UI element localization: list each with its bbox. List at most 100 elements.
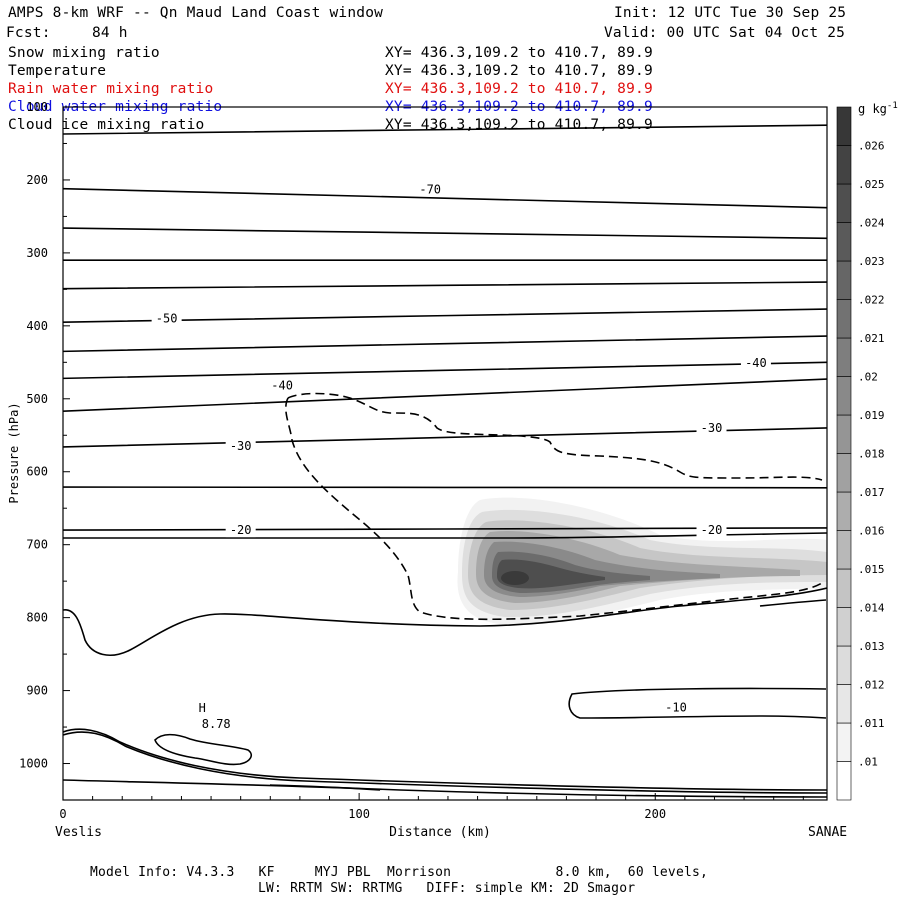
colorbar-tick-label: .026 [858,140,885,153]
contour-label: -70 [419,182,441,196]
y-tick-label: 500 [26,392,48,406]
contour-label: -10 [665,700,687,714]
y-tick-label: 700 [26,538,48,552]
contour-labels: -70 -50 -40 -40 -30 -30 -20 -20 -10 [151,181,771,715]
colorbar-bin [836,530,852,570]
y-tick-label: 400 [26,319,48,333]
snow-mixing-ratio-shading [457,497,827,625]
contour-label: -30 [701,421,723,435]
contour-label: -20 [701,523,723,537]
colorbar-bin [836,299,852,339]
model-info: Model Info: V4.3.3 KF MYJ PBL Morrison 8… [90,865,709,880]
pressure-extremum: H 8.78 [199,701,231,731]
colorbar-bin [836,453,852,493]
contour-label-bg [267,377,298,393]
contour-label-bg [740,355,771,371]
isotherm-line [63,187,827,209]
colorbar-bin [836,761,852,801]
colorbar-tick-label: .015 [858,563,885,576]
colorbar-bin [836,222,852,262]
field-name: Snow mixing ratio [8,45,160,61]
x-tick-label: 200 [644,807,666,821]
colorbar-bin [836,722,852,762]
colorbar-bin [836,260,852,300]
colorbar-tick-label: .01 [858,756,878,769]
isotherm-line [63,361,827,380]
contour-label-bg [696,419,727,435]
y-tick-label: 100 [26,100,48,114]
y-tick-label: 600 [26,465,48,479]
isotherm-line [63,378,827,412]
field-name: Cloud ice mixing ratio [8,117,205,133]
isotherm-line [63,281,827,290]
model-physics: LW: RRTM SW: RRTMG DIFF: simple KM: 2D S… [258,881,636,896]
contour-label: -40 [271,379,293,393]
contour-label: -20 [230,523,252,537]
x-tick-label: 0 [59,807,66,821]
x-axis: 0 100 200 [59,793,804,821]
contour-label-bg [660,699,691,715]
contour-label: -30 [230,439,252,453]
contour-label: -40 [745,356,767,370]
colorbar-bin [836,145,852,185]
colorbar-tick-label: .013 [858,640,885,653]
colorbar-bin [836,337,852,377]
colorbar-tick-label: .021 [858,332,885,345]
colorbar: .01 .011 .012 .013 .014 .015 .016 .017 .018 .019.… [836,106,885,801]
init-time: Init: 12 UTC Tue 30 Sep 25 [614,5,847,21]
field-xy-range: XY= 436.3,109.2 to 410.7, 89.9 [385,81,653,97]
y-axis: 100 200 300 400 500 600 700 800 900 1000 [19,100,70,801]
high-marker: H [199,701,206,715]
valid-time: Valid: 00 UTC Sat 04 Oct 25 [604,25,846,41]
contour-label-bg [151,310,182,326]
colorbar-bin [836,376,852,416]
plot-frame [62,106,828,801]
isotherm-line [63,486,827,489]
colorbar-bin [836,684,852,724]
colorbar-unit-exponent: -1 [887,101,898,111]
colorbar-tick-label: .018 [858,448,885,461]
colorbar-bin [836,645,852,685]
x-tick-label: 100 [348,807,370,821]
contour-label-bg [225,522,256,538]
colorbar-tick-label: .014 [858,602,885,615]
colorbar-tick-label: .019 [858,409,885,422]
colorbar-tick-label: .025 [858,178,885,191]
right-endpoint: SANAE [808,825,847,840]
contour-label-bg [415,181,446,197]
colorbar-tick-label: .024 [858,217,885,230]
y-tick-label: 900 [26,684,48,698]
y-tick-label: 300 [26,246,48,260]
forecast-hour: 84 h [92,25,128,41]
colorbar-bin [836,414,852,454]
field-xy-range: XY= 436.3,109.2 to 410.7, 89.9 [385,63,653,79]
field-name: Rain water mixing ratio [8,81,214,97]
isotherm-line [63,335,827,353]
y-axis-label: Pressure (hPa) [7,402,21,503]
field-name: Temperature [8,63,107,79]
contour-label: -50 [156,312,178,326]
contour-label-bg [696,522,727,538]
colorbar-tick-label: .023 [858,255,885,268]
colorbar-bin [836,607,852,647]
forecast-label: Fcst: [6,25,51,41]
colorbar-tick-label: .017 [858,486,885,499]
colorbar-bin [836,491,852,531]
colorbar-tick-label: .016 [858,525,885,538]
colorbar-tick-label: .02 [858,371,878,384]
colorbar-unit-base: g kg [858,102,887,116]
colorbar-tick-label: .011 [858,717,885,730]
isotherm-line [63,124,827,135]
chart-title: AMPS 8-km WRF -- Qn Maud Land Coast wind… [8,5,384,21]
colorbar-tick-label: .022 [858,294,885,307]
cloud-water-contour [285,392,823,621]
left-endpoint: Veslis [55,825,102,840]
y-tick-label: 800 [26,611,48,625]
field-xy-range: XY= 436.3,109.2 to 410.7, 89.9 [385,45,653,61]
colorbar-bin [836,106,852,146]
isotherm-line [63,227,827,240]
colorbar-tick-label: .012 [858,679,885,692]
colorbar-bin [836,568,852,608]
temperature-contours [63,124,827,531]
